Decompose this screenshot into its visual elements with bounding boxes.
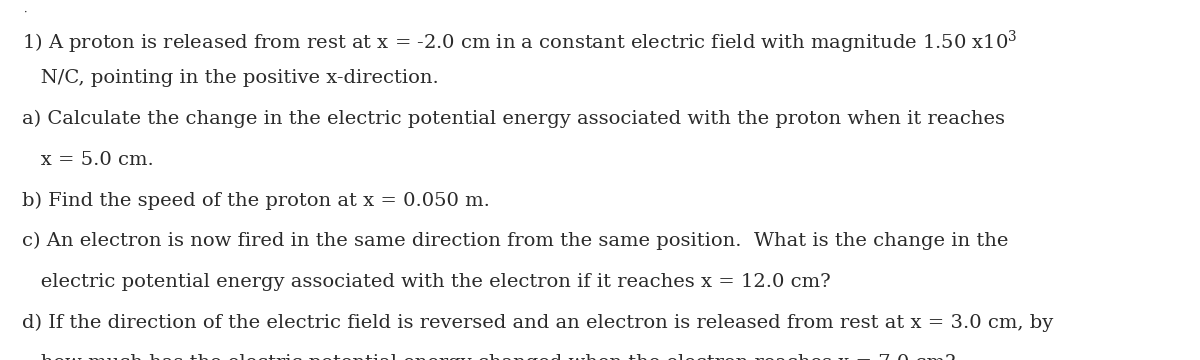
Text: d) If the direction of the electric field is reversed and an electron is release: d) If the direction of the electric fiel… — [22, 314, 1052, 332]
Text: a) Calculate the change in the electric potential energy associated with the pro: a) Calculate the change in the electric … — [22, 110, 1004, 129]
Text: b) Find the speed of the proton at x = 0.050 m.: b) Find the speed of the proton at x = 0… — [22, 192, 490, 210]
Text: how much has the electric potential energy changed when the electron reaches x =: how much has the electric potential ener… — [22, 354, 955, 360]
Text: c) An electron is now fired in the same direction from the same position.  What : c) An electron is now fired in the same … — [22, 232, 1008, 251]
Text: ·: · — [24, 8, 28, 18]
Text: electric potential energy associated with the electron if it reaches x = 12.0 cm: electric potential energy associated wit… — [22, 273, 830, 291]
Text: 1) A proton is released from rest at x = -2.0 cm in a constant electric field wi: 1) A proton is released from rest at x =… — [22, 29, 1018, 56]
Text: N/C, pointing in the positive x-direction.: N/C, pointing in the positive x-directio… — [22, 69, 438, 87]
Text: x = 5.0 cm.: x = 5.0 cm. — [22, 151, 154, 169]
